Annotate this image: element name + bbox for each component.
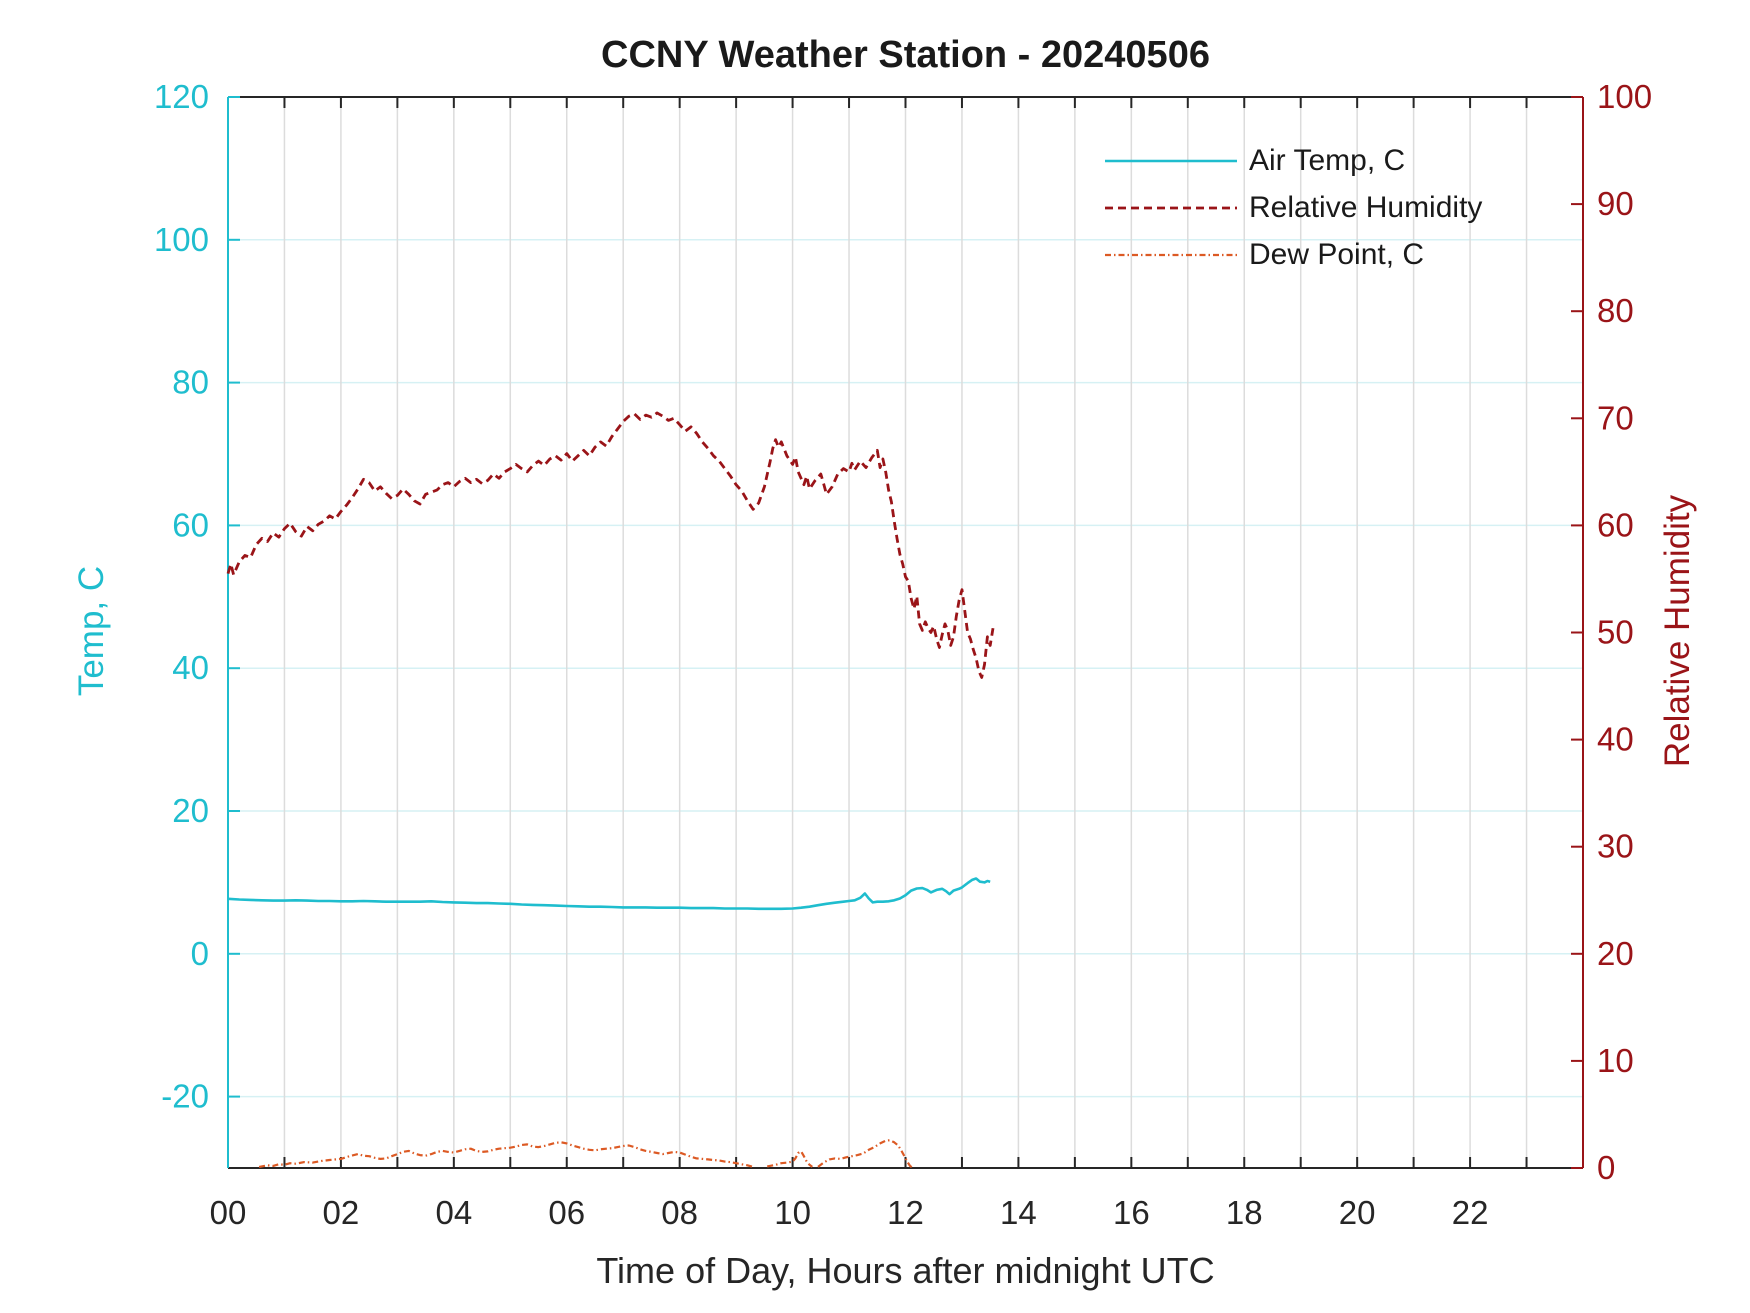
svg-text:20: 20 <box>1339 1194 1376 1231</box>
legend-line-sample <box>1105 206 1237 209</box>
svg-text:22: 22 <box>1452 1194 1489 1231</box>
legend: Air Temp, C Relative Humidity Dew Point,… <box>1105 137 1482 278</box>
svg-text:-20: -20 <box>161 1078 209 1115</box>
svg-text:70: 70 <box>1597 399 1634 436</box>
svg-text:80: 80 <box>1597 292 1634 329</box>
chart-title: CCNY Weather Station - 20240506 <box>601 34 1210 76</box>
legend-label: Relative Humidity <box>1249 190 1483 224</box>
svg-text:14: 14 <box>1000 1194 1037 1231</box>
svg-text:90: 90 <box>1597 185 1634 222</box>
svg-text:00: 00 <box>210 1194 247 1231</box>
x-tick-labels: 00 02 04 06 08 10 12 14 16 18 20 22 <box>210 1194 1489 1231</box>
x-axis-label: Time of Day, Hours after midnight UTC <box>596 1250 1215 1291</box>
svg-text:40: 40 <box>172 649 209 686</box>
legend-item-air-temp: Air Temp, C <box>1105 137 1482 184</box>
v-gridlines <box>283 97 1528 1168</box>
svg-text:50: 50 <box>1597 614 1634 651</box>
svg-text:60: 60 <box>1597 506 1634 543</box>
series-air-temp-c <box>227 877 991 911</box>
legend-line-sample <box>1105 159 1237 162</box>
svg-text:0: 0 <box>191 935 209 972</box>
y-left-tick-labels: 120 100 80 60 40 20 0 -20 <box>154 78 209 1115</box>
legend-label: Air Temp, C <box>1249 143 1406 177</box>
svg-text:80: 80 <box>172 364 209 401</box>
svg-text:40: 40 <box>1597 721 1634 758</box>
series-dew-point-c <box>258 1139 913 1169</box>
svg-text:12: 12 <box>887 1194 924 1231</box>
svg-text:16: 16 <box>1113 1194 1150 1231</box>
series-relative-humidity <box>226 411 995 679</box>
y-right-axis-label: Relative Humidity <box>1658 494 1697 768</box>
svg-text:100: 100 <box>154 221 209 258</box>
svg-text:100: 100 <box>1597 78 1652 115</box>
svg-text:30: 30 <box>1597 828 1634 865</box>
svg-text:0: 0 <box>1597 1149 1615 1186</box>
y-left-axis-label: Temp, C <box>72 565 111 697</box>
svg-text:18: 18 <box>1226 1194 1263 1231</box>
svg-text:06: 06 <box>548 1194 585 1231</box>
svg-text:10: 10 <box>774 1194 811 1231</box>
svg-text:02: 02 <box>323 1194 360 1231</box>
svg-text:20: 20 <box>172 792 209 829</box>
svg-text:20: 20 <box>1597 935 1634 972</box>
svg-text:04: 04 <box>435 1194 472 1231</box>
legend-label: Dew Point, C <box>1249 237 1425 271</box>
svg-text:10: 10 <box>1597 1042 1634 1079</box>
legend-item-dew-point: Dew Point, C <box>1105 231 1482 278</box>
legend-item-relative-humidity: Relative Humidity <box>1105 184 1482 231</box>
svg-text:08: 08 <box>661 1194 698 1231</box>
svg-text:60: 60 <box>172 506 209 543</box>
legend-line-sample <box>1105 253 1237 256</box>
svg-text:120: 120 <box>154 78 209 115</box>
